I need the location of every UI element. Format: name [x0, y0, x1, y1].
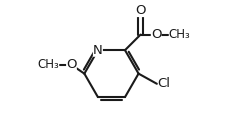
Text: O: O: [66, 58, 77, 71]
Text: O: O: [135, 4, 146, 17]
Text: Cl: Cl: [158, 77, 170, 90]
Text: CH₃: CH₃: [38, 58, 60, 71]
Text: O: O: [151, 28, 162, 41]
Text: CH₃: CH₃: [168, 28, 190, 41]
Text: N: N: [93, 44, 103, 57]
